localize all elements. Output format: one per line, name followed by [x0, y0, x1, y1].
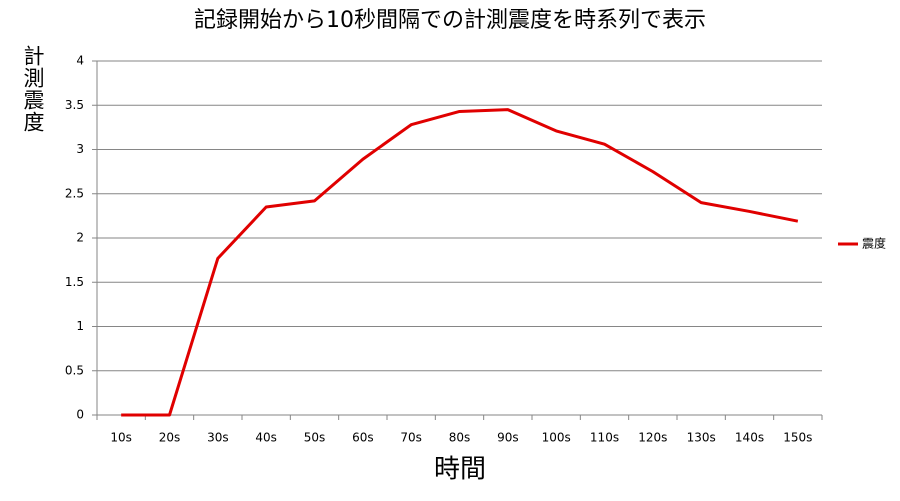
y-tick-label: 1.5: [65, 275, 84, 289]
y-tick-label: 2.5: [65, 186, 84, 200]
y-tick-label: 1: [76, 319, 84, 333]
x-tick-label: 70s: [400, 431, 422, 445]
x-tick-label: 90s: [497, 431, 519, 445]
x-tick-label: 30s: [207, 431, 229, 445]
legend-label: 震度: [862, 236, 886, 251]
chart-title: 記録開始から10秒間隔での計測震度を時系列で表示: [194, 8, 706, 33]
y-tick-label: 0.5: [65, 363, 84, 377]
x-tick-label: 110s: [590, 431, 619, 445]
x-tick-label: 150s: [783, 431, 812, 445]
y-tick-label: 3.5: [65, 98, 84, 112]
x-tick-label: 140s: [735, 431, 764, 445]
y-tick-label: 4: [76, 54, 84, 68]
x-tick-label: 80s: [449, 431, 471, 445]
series-line: [121, 108, 799, 417]
x-tick-label: 100s: [542, 431, 571, 445]
x-tick-label: 130s: [687, 431, 716, 445]
y-axis-title: 計測震度: [21, 45, 45, 133]
x-tick-label: 20s: [159, 431, 181, 445]
y-tick-label: 2: [76, 231, 84, 245]
x-tick-label: 120s: [638, 431, 667, 445]
x-axis-title: 時間: [434, 455, 486, 485]
x-tick-label: 40s: [255, 431, 277, 445]
x-tick-label: 60s: [352, 431, 374, 445]
y-tick-label: 3: [76, 142, 84, 156]
y-tick-label: 0: [76, 408, 84, 422]
x-tick-label: 10s: [110, 431, 132, 445]
x-tick-label: 50s: [304, 431, 326, 445]
